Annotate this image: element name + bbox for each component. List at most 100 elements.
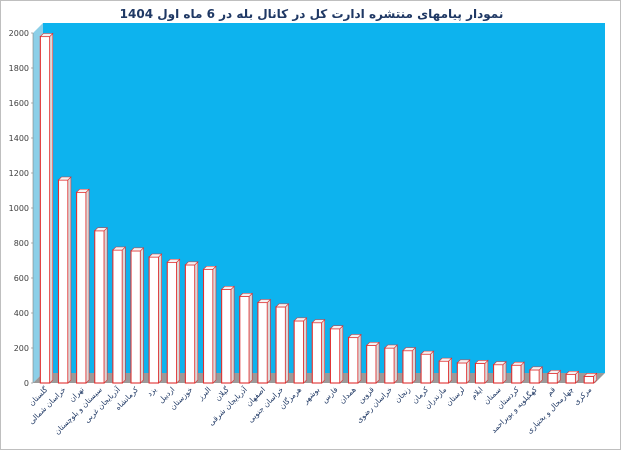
bar-side [176, 258, 180, 384]
bar [148, 256, 160, 384]
y-tick-label: 200 [14, 344, 29, 353]
bar [257, 301, 268, 384]
y-tick-label: 800 [14, 239, 29, 248]
y-tick-label: 1200 [9, 169, 29, 178]
bar [293, 320, 305, 384]
bar-top [438, 357, 453, 362]
bar-side [412, 346, 416, 384]
bar-top [94, 227, 108, 232]
bar-top [184, 261, 199, 266]
bar-side [357, 333, 362, 384]
bar-side [67, 176, 72, 384]
bar-top [130, 247, 145, 252]
bar [565, 373, 577, 384]
x-tick-label: مرکزی [572, 385, 594, 407]
bar-side [194, 261, 199, 384]
bar-side [248, 292, 253, 384]
bar-top [365, 342, 380, 346]
x-tick-label: البرز [195, 385, 212, 402]
y-tick-label: 2000 [9, 29, 29, 38]
bar [402, 350, 413, 384]
bar [347, 336, 359, 384]
chart-title: نمودار پیامهای منتشره ادارت کل در کانال … [119, 7, 504, 21]
x-tick-label: لرستان [444, 385, 466, 407]
bar [239, 295, 250, 384]
bar [511, 364, 522, 384]
bar [329, 328, 341, 384]
bar-side [103, 227, 108, 384]
bar [76, 191, 87, 384]
bar-side [303, 317, 307, 384]
bar-top [166, 258, 181, 263]
bar-top [456, 359, 471, 364]
bar-top [112, 246, 127, 251]
bar-side [285, 303, 289, 384]
y-tick-label: 1600 [9, 99, 29, 108]
bar-top [420, 350, 435, 355]
bar [547, 372, 558, 384]
x-tick-label: بوشهر [300, 385, 321, 406]
bar [438, 360, 450, 384]
bar-top [583, 373, 598, 377]
y-tick-label: 0 [24, 379, 29, 388]
y-tick-label: 600 [14, 274, 29, 283]
bar [474, 362, 486, 384]
bar-top [75, 188, 90, 193]
bar-side [520, 361, 525, 384]
bar-top [202, 265, 217, 270]
bar-side [484, 359, 489, 384]
bar-side [267, 298, 271, 384]
bar [529, 369, 540, 384]
bar-top [39, 33, 54, 37]
bar-top [384, 344, 398, 349]
bar-side [158, 253, 162, 384]
bar-side [49, 32, 54, 384]
bar-side [502, 360, 507, 384]
bar-top [239, 293, 253, 297]
bar-top [474, 360, 489, 364]
bar-side [321, 318, 326, 384]
bar-top [402, 347, 417, 351]
bar-top [347, 334, 362, 338]
bar-top [275, 303, 290, 308]
bar [112, 249, 123, 384]
bar-side [375, 341, 380, 384]
bar [420, 353, 432, 384]
bar [456, 362, 468, 384]
bar-side [339, 325, 344, 384]
bar [184, 264, 196, 384]
bar-top [311, 319, 326, 323]
bar-top [565, 370, 580, 375]
bar-side [212, 265, 217, 384]
x-tick-label: یزد [145, 385, 158, 398]
bar [493, 364, 504, 384]
bar [221, 288, 232, 384]
bar-side [448, 357, 452, 384]
bar-top [492, 361, 507, 365]
y-tick-label: 1400 [9, 134, 29, 143]
bar-top [257, 299, 272, 303]
bar [57, 179, 69, 384]
x-tick-label: قم [545, 385, 558, 398]
bar-top [293, 317, 308, 322]
x-tick-label: فارس [320, 385, 340, 405]
bar-side [430, 350, 434, 384]
bar [166, 261, 178, 384]
x-tick-label: همدان [337, 385, 357, 405]
bar-side [140, 247, 144, 384]
bar-side [121, 246, 126, 384]
bar [275, 306, 287, 384]
bar-side [85, 188, 90, 384]
bar-top [148, 253, 163, 258]
bar-top [510, 361, 525, 366]
bar [202, 268, 214, 384]
y-tick-label: 400 [14, 309, 29, 318]
bar-side [393, 344, 398, 384]
bar-side [230, 285, 235, 384]
bar [39, 35, 51, 384]
bar [130, 250, 141, 384]
bar-top [220, 286, 235, 290]
bar [366, 344, 377, 384]
bar-top [57, 176, 72, 181]
